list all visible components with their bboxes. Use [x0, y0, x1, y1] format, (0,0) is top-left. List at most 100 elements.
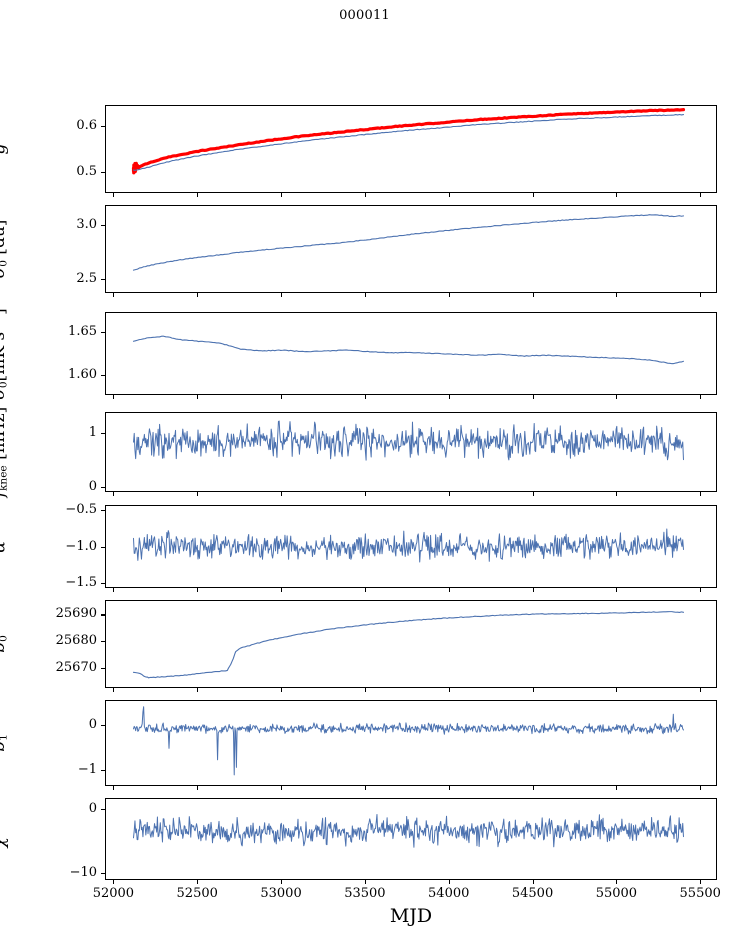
panel-alpha — [105, 505, 717, 588]
panel-b0 — [105, 600, 717, 688]
panel-sigma0-du-xtick-mark — [448, 293, 450, 297]
panel-g-xtick-mark — [113, 193, 115, 197]
panel-sigma0-du-ylabel: σ0 [du] — [0, 219, 10, 279]
panel-sigma0-du-xtick-mark — [364, 293, 366, 297]
panel-sigma0-mk-ylabel: σ0[mK s1/2] — [0, 308, 10, 400]
panel-fknee-xtick-mark — [616, 492, 618, 496]
series-alpha — [133, 528, 684, 563]
panel-sigma0-du-ytick-mark — [101, 279, 105, 281]
panel-alpha-ytick-mark — [101, 510, 105, 512]
panel-alpha-xtick-mark — [532, 588, 534, 592]
panel-g-ytick-mark — [101, 126, 105, 128]
panel-chi2-ytick-label: −10 — [69, 865, 97, 881]
panel-fknee-ytick-mark — [101, 433, 105, 435]
panel-g — [105, 105, 717, 193]
panel-chi2-ytick-mark — [101, 809, 105, 811]
panel-sigma0-mk-plot-area — [132, 335, 685, 365]
xtick-label: 54500 — [511, 886, 554, 901]
panel-b1-ytick-label: −1 — [77, 761, 97, 777]
panel-sigma0-mk-ytick-label: 1.65 — [68, 323, 97, 339]
panel-alpha-xtick-mark — [448, 588, 450, 592]
panel-sigma0-mk-xtick-mark — [281, 395, 283, 399]
panel-b0-ytick-label: 25670 — [55, 660, 97, 676]
panel-sigma0-du-xtick-mark — [616, 293, 618, 297]
panel-b0-plot-area — [132, 611, 685, 679]
panel-fknee-ytick-label: 0 — [88, 478, 97, 494]
panel-g-xtick-mark — [281, 193, 283, 197]
series-fknee — [133, 420, 684, 461]
panel-sigma0-du — [105, 205, 717, 293]
panel-b1-ytick-mark — [101, 725, 105, 727]
panel-b1-xtick-mark — [616, 786, 618, 790]
panel-alpha-ytick-label: −1.0 — [65, 538, 97, 554]
panel-fknee-xtick-mark — [281, 492, 283, 496]
panel-alpha-xtick-mark — [281, 588, 283, 592]
panel-alpha-xtick-mark — [113, 588, 115, 592]
panel-g-ylabel: g — [0, 144, 10, 155]
panel-g-xtick-mark — [364, 193, 366, 197]
panel-sigma0-mk-ytick-label: 1.60 — [68, 367, 97, 383]
panel-g-xtick-mark — [448, 193, 450, 197]
panel-alpha-ytick-mark — [101, 582, 105, 584]
panel-sigma0-mk-ytick-mark — [101, 375, 105, 377]
panel-alpha-ytick-mark — [101, 546, 105, 548]
panel-sigma0-du-xtick-mark — [197, 293, 199, 297]
panel-chi2-xtick-mark — [532, 880, 534, 884]
panel-alpha-xtick-mark — [616, 588, 618, 592]
panel-sigma0-mk-xtick-mark — [700, 395, 702, 399]
panel-sigma0-du-xtick-mark — [281, 293, 283, 297]
panel-b0-ytick-mark — [101, 641, 105, 643]
panel-sigma0-du-xtick-mark — [700, 293, 702, 297]
xtick-label: 55000 — [595, 886, 638, 901]
xtick-label: 52500 — [176, 886, 218, 901]
panel-chi2-plot-area — [133, 814, 684, 848]
panel-b0-xtick-mark — [532, 688, 534, 692]
panel-b0-ylabel: b0 — [0, 635, 10, 653]
panel-fknee-ylabel: fknee [mHz] — [0, 406, 10, 498]
panel-fknee-ytick-label: 1 — [88, 425, 97, 441]
panel-b0-xtick-mark — [364, 688, 366, 692]
panel-chi2-xtick-mark — [197, 880, 199, 884]
panel-sigma0-mk-xtick-mark — [197, 395, 199, 399]
panel-chi2-ytick-label: 0 — [88, 801, 97, 817]
series-g-blue — [132, 113, 685, 171]
panel-chi2-ytick-mark — [101, 873, 105, 875]
panel-fknee-xtick-mark — [197, 492, 199, 496]
xtick-label: 53000 — [260, 886, 302, 901]
panel-b0-ytick-label: 25690 — [55, 606, 97, 622]
panel-chi2-xtick-mark — [113, 880, 115, 884]
panel-alpha-ylabel: α — [0, 541, 10, 552]
panel-sigma0-du-ytick-label: 3.0 — [76, 217, 97, 233]
panel-sigma0-du-ytick-mark — [101, 225, 105, 227]
panel-chi2-xtick-mark — [616, 880, 618, 884]
panel-alpha-plot-area — [133, 528, 684, 563]
panel-chi2 — [105, 798, 717, 880]
panel-sigma0-mk-xtick-mark — [113, 395, 115, 399]
panel-b1-xtick-mark — [532, 786, 534, 790]
panel-b1-ylabel: b1 — [0, 734, 10, 752]
panel-b1-ytick-label: 0 — [88, 717, 97, 733]
panel-b0-ytick-label: 25680 — [55, 633, 97, 649]
panel-b1-xtick-mark — [281, 786, 283, 790]
panel-fknee-xtick-mark — [448, 492, 450, 496]
panel-sigma0-mk-xtick-mark — [532, 395, 534, 399]
series-chi2 — [133, 814, 684, 848]
panel-fknee-xtick-mark — [532, 492, 534, 496]
panel-b1-plot-area — [133, 706, 684, 776]
panel-g-xtick-mark — [197, 193, 199, 197]
panel-chi2-xtick-mark — [448, 880, 450, 884]
series-sigma0-mk — [132, 335, 685, 365]
panel-b0-xtick-mark — [113, 688, 115, 692]
panel-b1-xtick-mark — [700, 786, 702, 790]
panel-fknee-xtick-mark — [113, 492, 115, 496]
panel-fknee-plot-area — [133, 420, 684, 461]
panel-b1-xtick-mark — [197, 786, 199, 790]
panel-fknee — [105, 412, 717, 492]
xtick-label: 55500 — [679, 886, 721, 901]
panel-alpha-xtick-mark — [364, 588, 366, 592]
panel-b0-xtick-mark — [616, 688, 618, 692]
panel-b0-xtick-mark — [448, 688, 450, 692]
panel-g-xtick-mark — [616, 193, 618, 197]
panel-b0-ytick-mark — [101, 668, 105, 670]
